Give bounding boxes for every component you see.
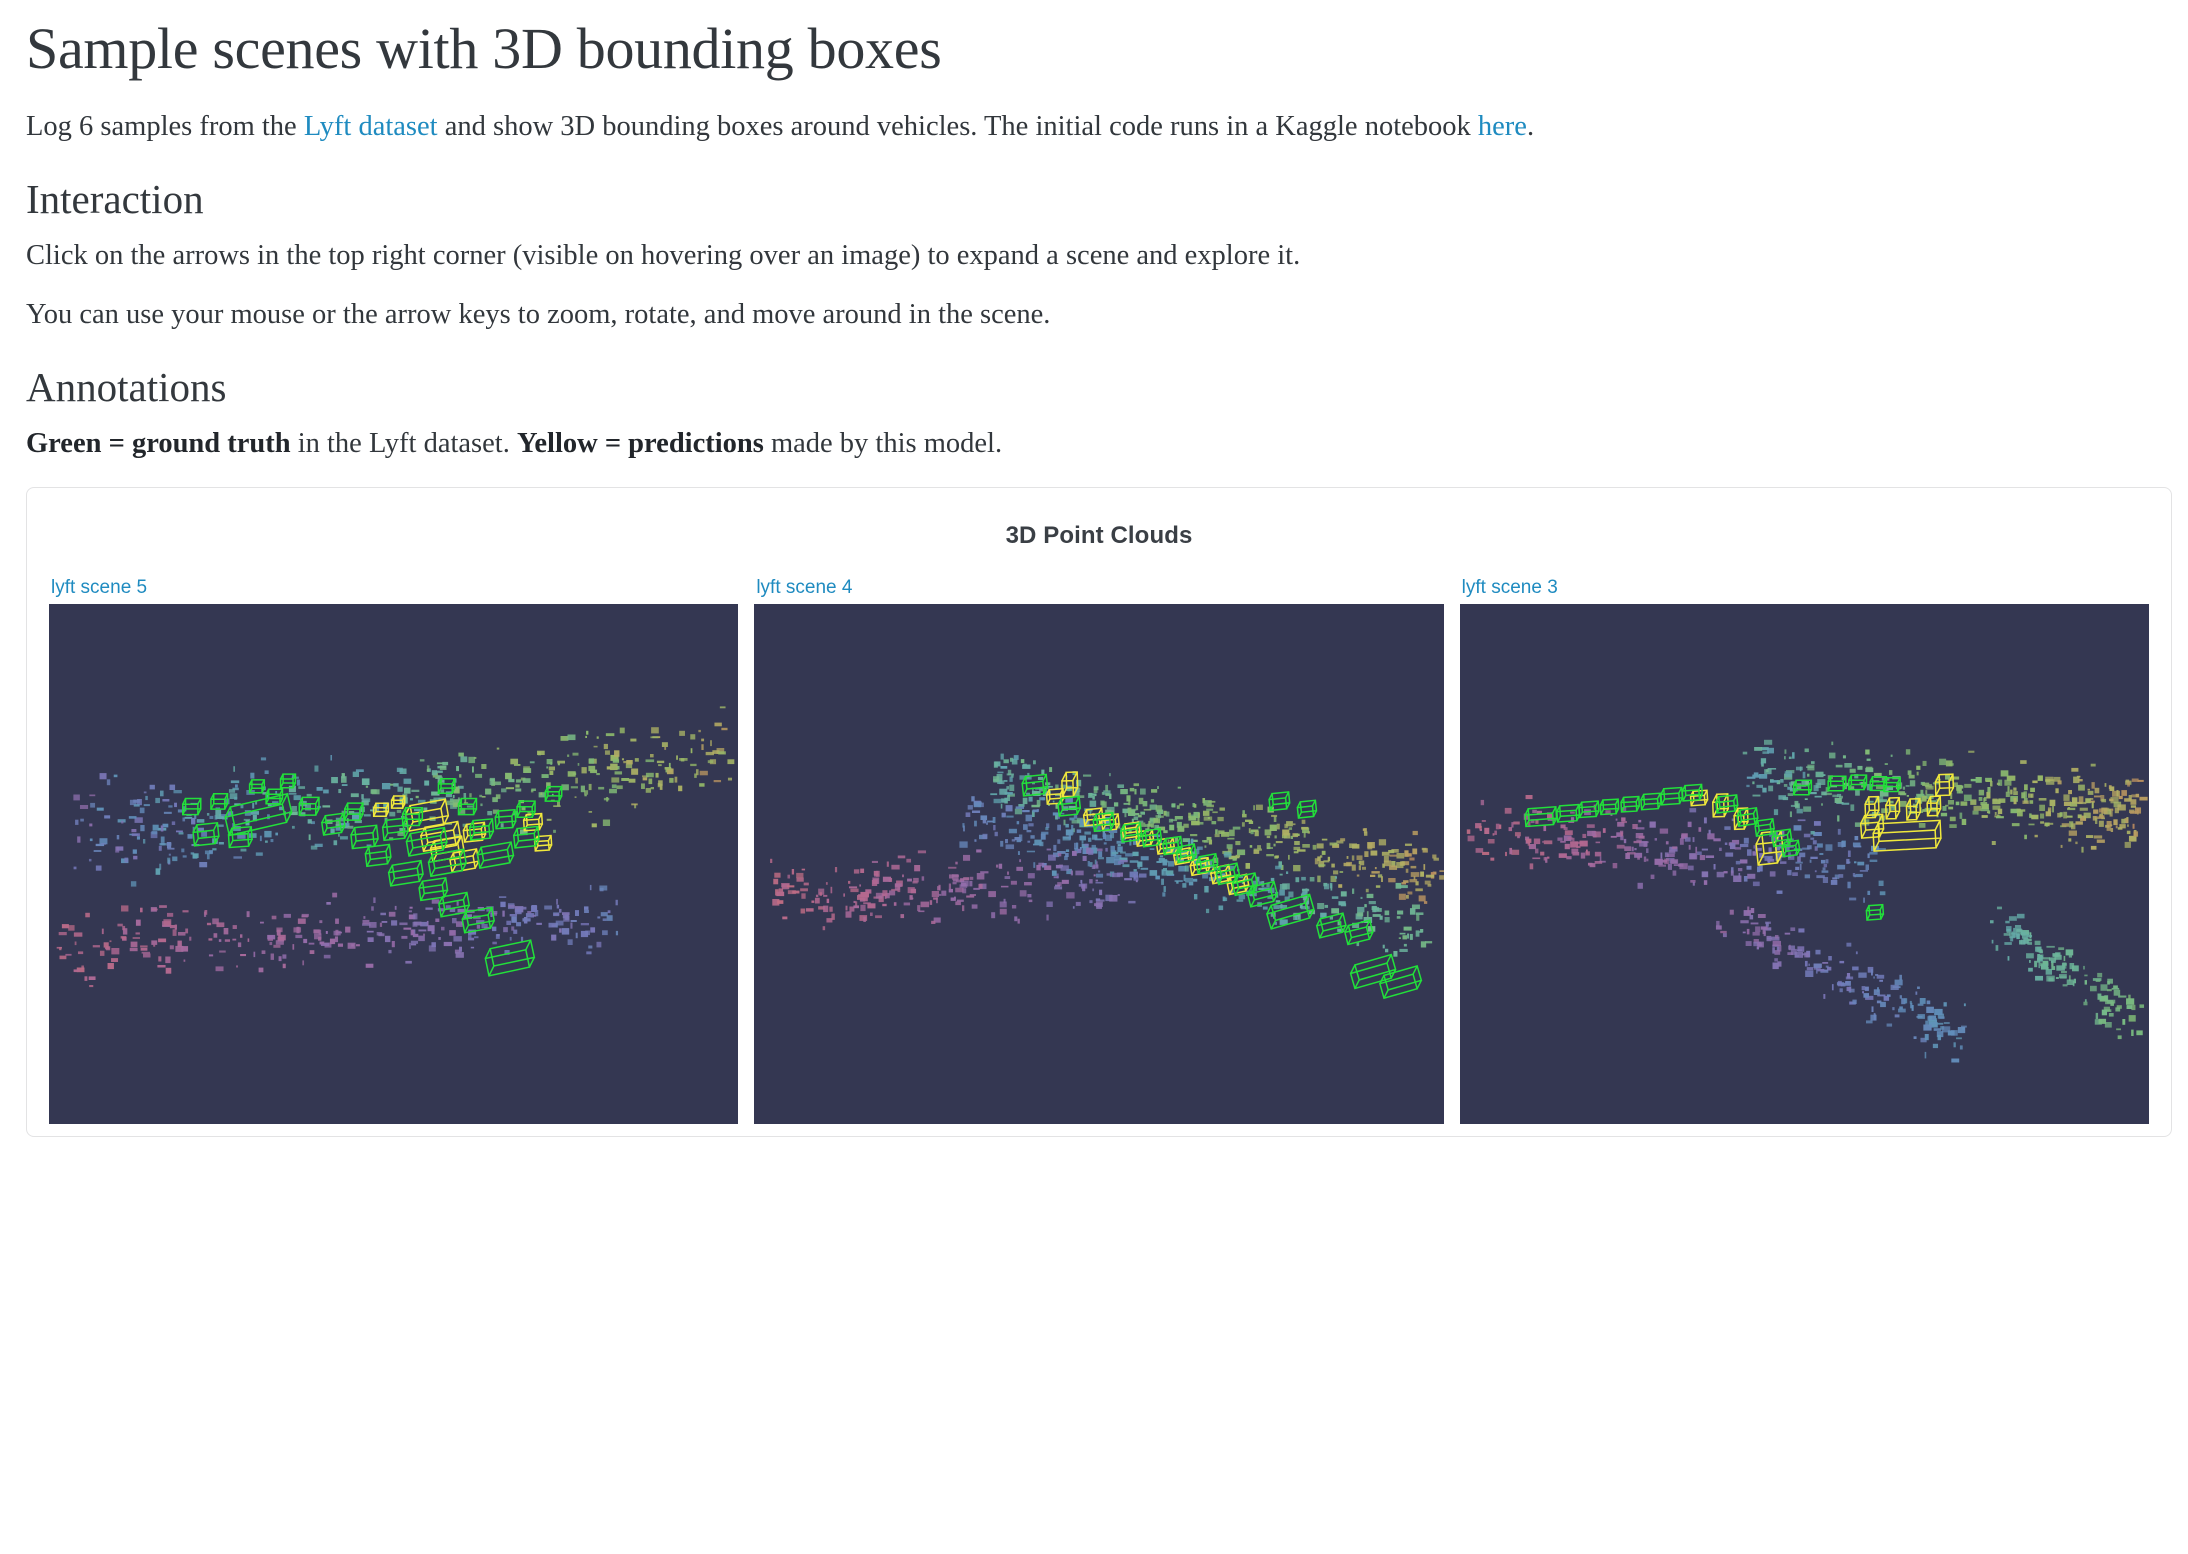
- lyft-dataset-link[interactable]: Lyft dataset: [303, 110, 438, 142]
- page-title: Sample scenes with 3D bounding boxes: [26, 16, 942, 81]
- point-cloud-canvas-scene-5[interactable]: [49, 603, 739, 1124]
- scene-tile: lyft scene 5: [49, 576, 739, 1124]
- page-root: Sample scenes with 3D bounding boxes Log…: [26, 16, 2172, 1137]
- legend-yellow-label: Yellow = predictions: [516, 428, 764, 460]
- intro-text-part-3: .: [1526, 110, 1535, 142]
- point-cloud-svg: [49, 603, 739, 1124]
- point-cloud-canvas-scene-4[interactable]: [754, 603, 1444, 1124]
- scene-label-5: lyft scene 5: [51, 576, 148, 598]
- intro-text-part-2: and show 3D bounding boxes around vehicl…: [437, 110, 1478, 142]
- point-cloud-canvas-scene-3[interactable]: [1459, 603, 2149, 1124]
- intro-paragraph: Log 6 samples from the Lyft dataset and …: [26, 107, 2162, 147]
- legend-yellow-description: made by this model.: [763, 428, 1003, 460]
- scene-label-3: lyft scene 3: [1461, 576, 1558, 598]
- lidar-points: [770, 753, 1444, 957]
- point-cloud-svg: [754, 603, 1444, 1124]
- prediction-bounding-boxes: [1689, 773, 1954, 866]
- lidar-points: [1466, 739, 2148, 1063]
- ground-truth-bounding-boxes: [1021, 773, 1423, 999]
- section-heading-annotations: Annotations: [26, 364, 227, 411]
- scene-label-4: lyft scene 4: [756, 576, 853, 598]
- section-heading-interaction: Interaction: [26, 176, 204, 223]
- ground-truth-bounding-boxes: [1523, 774, 1901, 921]
- interaction-paragraph-2: You can use your mouse or the arrow keys…: [26, 298, 1051, 330]
- annotations-legend: Green = ground truth in the Lyft dataset…: [26, 424, 2162, 464]
- viz-panel-title: 3D Point Clouds: [1005, 521, 1193, 549]
- scene-tile-row: lyft scene 5 lyft scene 4 lyft scene 3: [49, 578, 2149, 1124]
- intro-text-part-1: Log 6 samples from the: [26, 110, 304, 142]
- scene-tile: lyft scene 3: [1459, 576, 2149, 1124]
- interaction-paragraph-1: Click on the arrows in the top right cor…: [26, 240, 1301, 272]
- ground-truth-bounding-boxes: [182, 773, 563, 977]
- scene-tile: lyft scene 4: [754, 576, 1444, 1124]
- legend-green-label: Green = ground truth: [26, 428, 291, 460]
- legend-green-description: in the Lyft dataset.: [290, 428, 517, 460]
- kaggle-notebook-here-link[interactable]: here: [1477, 110, 1527, 142]
- point-cloud-svg: [1459, 603, 2149, 1124]
- point-cloud-panel: 3D Point Clouds lyft scene 5 lyft scene …: [26, 486, 2172, 1137]
